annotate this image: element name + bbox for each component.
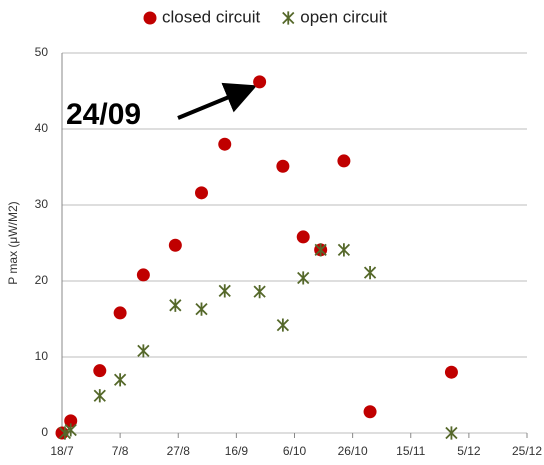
legend-marker — [282, 11, 295, 25]
legend-label: closed circuit — [162, 7, 261, 26]
y-tick-label: 10 — [35, 349, 49, 363]
annotation-arrow — [177, 82, 258, 120]
x-tick-label: 16/9 — [225, 444, 249, 458]
legend-label: open circuit — [300, 7, 387, 26]
point — [253, 285, 266, 299]
point — [64, 414, 78, 428]
y-axis-label: P max (μW/M2) — [6, 201, 20, 284]
point — [113, 306, 127, 320]
point — [218, 284, 231, 298]
point — [169, 298, 182, 312]
x-tick-label: 6/10 — [283, 444, 307, 458]
point — [314, 243, 327, 257]
point — [445, 426, 458, 440]
point — [195, 302, 208, 316]
point — [276, 318, 290, 332]
x-tick-label: 27/8 — [167, 444, 191, 458]
point — [337, 243, 351, 257]
point — [137, 344, 150, 358]
point — [195, 186, 208, 200]
point — [276, 159, 290, 173]
point — [113, 373, 127, 387]
point — [297, 271, 310, 285]
y-tick-label: 40 — [35, 121, 49, 135]
point — [253, 75, 267, 89]
point — [168, 238, 182, 252]
y-tick-label: 30 — [35, 197, 49, 211]
x-tick-label: 7/8 — [112, 444, 129, 458]
point — [363, 266, 377, 280]
y-tick-label: 0 — [41, 425, 48, 439]
annotation: 24/09 — [66, 98, 141, 131]
point — [444, 365, 458, 379]
y-tick-label: 50 — [35, 45, 49, 59]
point — [93, 389, 106, 403]
point — [93, 364, 107, 378]
x-tick-label: 26/10 — [338, 444, 368, 458]
point — [296, 230, 310, 244]
x-tick-label: 15/11 — [396, 444, 425, 458]
point — [337, 154, 351, 168]
point — [218, 137, 232, 151]
point — [58, 426, 72, 440]
point — [363, 405, 377, 419]
x-tick-label: 25/12 — [512, 444, 542, 458]
x-tick-label: 5/12 — [457, 444, 481, 458]
y-tick-label: 20 — [35, 273, 49, 287]
legend-marker — [143, 11, 157, 25]
x-tick-label: 18/7 — [50, 444, 74, 458]
point — [136, 268, 150, 282]
point — [64, 423, 77, 437]
